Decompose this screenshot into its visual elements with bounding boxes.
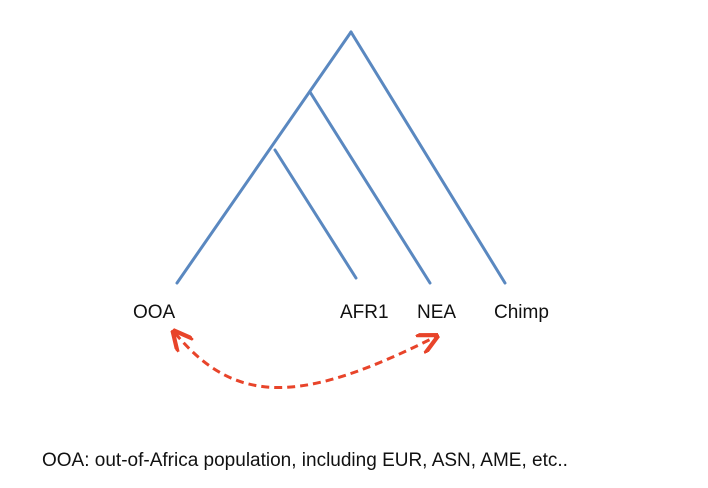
branch-internal-to-nea: [308, 90, 432, 285]
gene-flow-arrow: [175, 333, 435, 389]
leaf-labels: OOA AFR1 NEA Chimp: [133, 302, 549, 323]
leaf-label-nea: NEA: [417, 302, 456, 323]
branch-root-to-chimp: [349, 30, 507, 285]
leaf-label-chimp: Chimp: [494, 302, 549, 323]
leaf-label-afr1: AFR1: [340, 302, 389, 323]
branch-internal-to-afr1: [273, 148, 358, 280]
footnote-text: OOA: out-of-Africa population, including…: [42, 450, 568, 471]
leaf-label-ooa: OOA: [133, 302, 176, 323]
branch-root-to-ooa: [175, 30, 353, 285]
tree-branches: [175, 30, 507, 285]
